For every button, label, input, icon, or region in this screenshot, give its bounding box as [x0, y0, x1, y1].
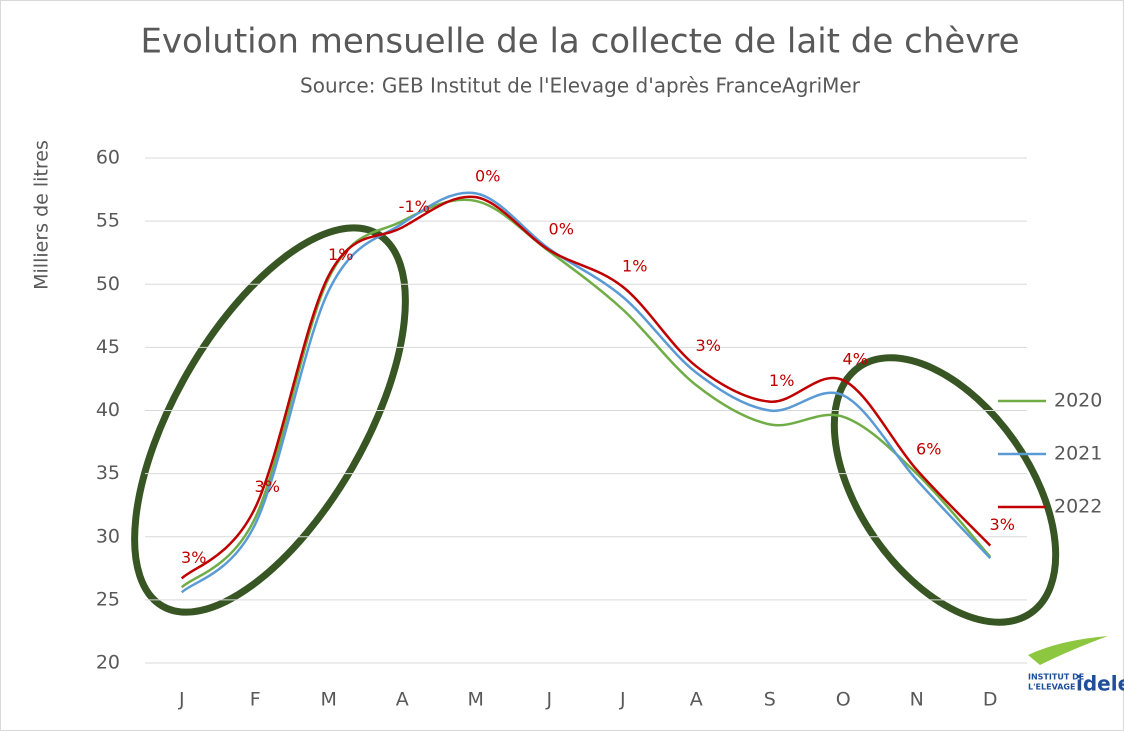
x-tick-label: J	[545, 689, 552, 711]
highlight-ellipse	[830, 354, 1060, 626]
line-series	[180, 195, 992, 580]
logo-swoosh	[1028, 636, 1108, 665]
line-series	[180, 191, 992, 594]
legend-label: 2021	[1054, 443, 1102, 465]
y-tick-label: 30	[96, 525, 120, 547]
data-annotation: 3%	[990, 515, 1015, 534]
data-annotation: -1%	[399, 197, 430, 216]
y-tick-label: 25	[96, 588, 120, 610]
x-tick-label: J	[178, 689, 185, 711]
x-tick-label: N	[910, 689, 924, 711]
legend-label: 2022	[1054, 496, 1102, 518]
data-annotation: 3%	[255, 477, 280, 496]
data-annotation: 3%	[696, 336, 721, 355]
y-tick-label: 40	[96, 399, 120, 421]
x-tick-label: O	[836, 689, 851, 711]
y-tick-label: 20	[96, 652, 120, 674]
logo-text: L'ELEVAGE	[1028, 683, 1075, 692]
x-tick-label: M	[321, 689, 337, 711]
logo-name: idele	[1076, 672, 1124, 696]
legend-label: 2020	[1054, 390, 1102, 412]
y-tick-label: 35	[96, 462, 120, 484]
data-annotation: 0%	[475, 167, 500, 186]
y-tick-label: 50	[96, 273, 120, 295]
highlight-ellipse	[131, 224, 409, 616]
chart-subtitle: Source: GEB Institut de l'Elevage d'aprè…	[300, 74, 861, 98]
data-annotation: 3%	[181, 548, 206, 567]
logo-text: INSTITUT DE	[1028, 673, 1084, 682]
x-tick-label: D	[983, 689, 998, 711]
x-tick-label: M	[468, 689, 484, 711]
line-series	[180, 198, 992, 589]
x-tick-label: A	[396, 689, 409, 711]
logo: INSTITUT DE L'ELEVAGE idele	[1028, 636, 1124, 696]
y-tick-label: 55	[96, 210, 120, 232]
chart-title: Evolution mensuelle de la collecte de la…	[140, 22, 1019, 62]
x-tick-label: F	[250, 689, 261, 711]
data-annotation: 1%	[622, 256, 647, 275]
data-annotation: 4%	[843, 350, 868, 369]
y-tick-label: 60	[96, 147, 120, 169]
x-tick-label: A	[690, 689, 703, 711]
x-tick-label: J	[619, 689, 626, 711]
data-annotation: 1%	[769, 371, 794, 390]
highlight-ellipses	[131, 224, 1060, 626]
data-annotation: 0%	[549, 220, 574, 239]
y-axis-label: Milliers de litres	[31, 140, 53, 290]
x-tick-label: S	[764, 689, 776, 711]
data-annotation: 6%	[916, 439, 941, 458]
data-annotation: 1%	[328, 245, 353, 264]
y-tick-label: 45	[96, 336, 120, 358]
